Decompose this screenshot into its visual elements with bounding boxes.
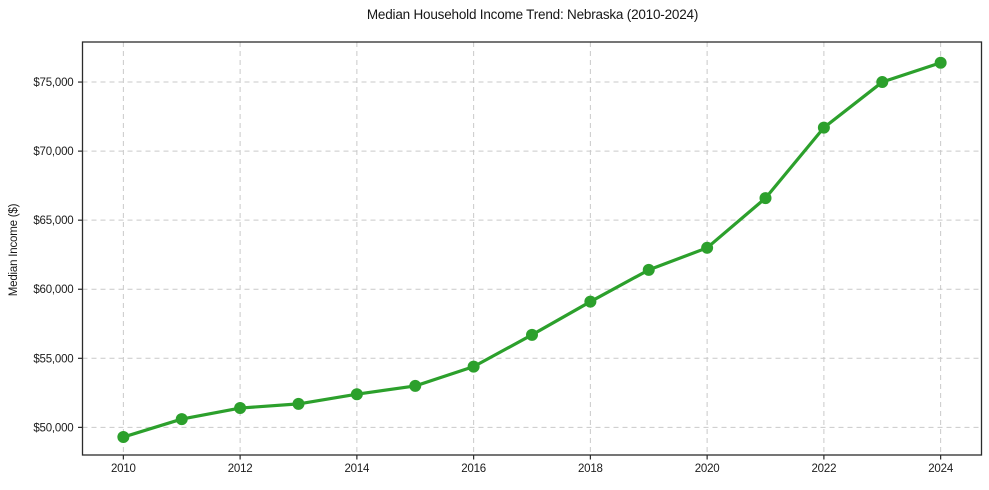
y-tick-label: $55,000: [33, 353, 73, 365]
data-point-2021: [759, 192, 772, 205]
data-point-2012: [234, 402, 247, 415]
data-point-2019: [642, 263, 655, 276]
x-tick-label: 2016: [461, 463, 486, 475]
data-point-2018: [584, 295, 597, 308]
x-tick-label: 2024: [928, 463, 954, 475]
plot-border: [81, 41, 983, 456]
y-axis-label: Median Income ($): [8, 203, 20, 297]
data-point-2023: [876, 76, 889, 89]
trend-line: [121, 61, 943, 439]
data-point-2013: [292, 397, 305, 410]
y-tick-label: $70,000: [33, 146, 73, 158]
data-point-2010: [117, 431, 130, 444]
y-tick-label: $50,000: [33, 422, 73, 434]
data-point-2020: [701, 241, 714, 254]
x-tick-label: 2018: [578, 463, 603, 475]
x-tick-label: 2014: [344, 463, 370, 475]
data-point-2016: [467, 360, 480, 373]
data-point-2017: [526, 328, 538, 341]
data-point-2015: [409, 379, 422, 392]
x-tick-label: 2012: [228, 463, 253, 475]
y-tick-label: $60,000: [33, 284, 73, 296]
x-tick-label: 2020: [695, 463, 720, 475]
chart-title: Median Household Income Trend: Nebraska …: [366, 7, 699, 22]
x-tick-label: 2010: [111, 463, 136, 475]
data-point-2011: [175, 413, 188, 426]
data-point-2022: [817, 121, 830, 134]
y-tick-label: $65,000: [33, 215, 73, 227]
data-point-2014: [350, 388, 363, 401]
x-tick-label: 2022: [811, 463, 836, 475]
y-tick-label: $75,000: [33, 77, 73, 89]
data-point-2024: [934, 56, 947, 69]
